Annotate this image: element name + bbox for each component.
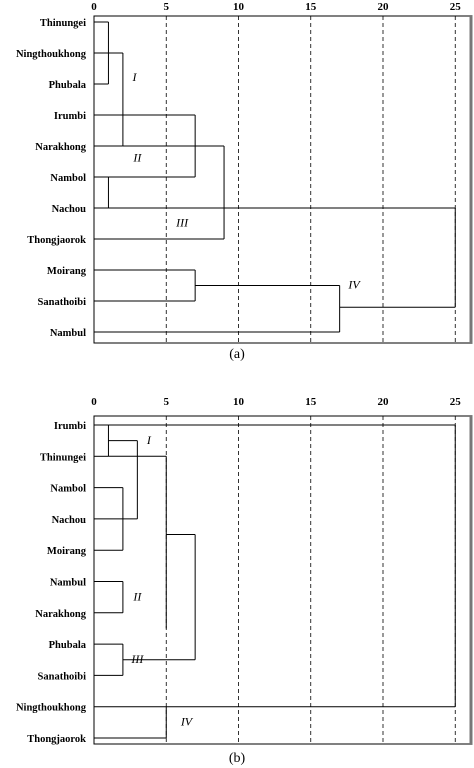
leaf-label: Sanathoibi — [38, 297, 87, 308]
axis-tick-label: 5 — [164, 396, 170, 408]
cluster-label: I — [146, 433, 152, 447]
axis-tick-label: 25 — [450, 1, 462, 13]
caption-a: (a) — [229, 347, 245, 362]
leaf-label: Sanathoibi — [38, 671, 87, 682]
axis-tick-label: 15 — [305, 396, 317, 408]
axis-tick-label: 10 — [233, 1, 245, 13]
leaf-label: Irumbi — [54, 421, 86, 432]
caption-b: (b) — [229, 751, 246, 766]
leaf-label: Thinungei — [40, 452, 86, 463]
leaf-label: Thinungei — [40, 18, 86, 29]
leaf-label: Nachou — [52, 515, 87, 526]
leaf-label: Ningthoukhong — [16, 49, 87, 60]
axis-tick-label: 15 — [305, 1, 317, 13]
plot-frame — [93, 415, 473, 745]
dendrogram-panel-b: 0 5 10 15 20 25 Irumbi Thinungei Nambol Nachou Moi… — [16, 396, 473, 745]
leaf-label: Thongjaorok — [27, 235, 86, 246]
leaf-label: Phubala — [49, 640, 87, 651]
axis-tick-label: 25 — [450, 396, 462, 408]
cluster-label: III — [130, 652, 144, 666]
leaf-label: Nachou — [52, 204, 87, 215]
leaf-label: Nambul — [50, 578, 86, 589]
axis-tick-label: 0 — [91, 1, 97, 13]
leaf-label: Irumbi — [54, 111, 86, 122]
cluster-label: IV — [180, 714, 194, 728]
leaf-label: Narakhong — [35, 609, 87, 620]
axis-tick-label: 5 — [164, 1, 170, 13]
leaf-label: Phubala — [49, 80, 87, 91]
axis-tick-label: 20 — [378, 396, 390, 408]
cluster-label: IV — [347, 278, 361, 292]
axis-tick-label: 20 — [378, 1, 390, 13]
cluster-label: II — [132, 589, 142, 603]
leaf-label: Narakhong — [35, 142, 87, 153]
dendrogram-panel-a: 0 5 10 15 20 25 Thinungei Ningthoukhong Phubala I… — [16, 1, 473, 344]
cluster-label: III — [175, 216, 189, 230]
axis-tick-label: 0 — [91, 396, 97, 408]
leaf-label: Nambul — [50, 328, 86, 339]
leaf-label: Nambol — [50, 173, 86, 184]
axis-tick-label: 10 — [233, 396, 245, 408]
leaf-label: Thongjaorok — [27, 734, 86, 745]
leaf-label: Moirang — [47, 546, 87, 557]
cluster-label: II — [132, 151, 142, 165]
leaf-label: Nambol — [50, 484, 86, 495]
leaf-label: Ningthoukhong — [16, 703, 87, 714]
leaf-label: Moirang — [47, 266, 87, 277]
plot-frame — [93, 15, 473, 344]
cluster-label: I — [131, 70, 137, 84]
